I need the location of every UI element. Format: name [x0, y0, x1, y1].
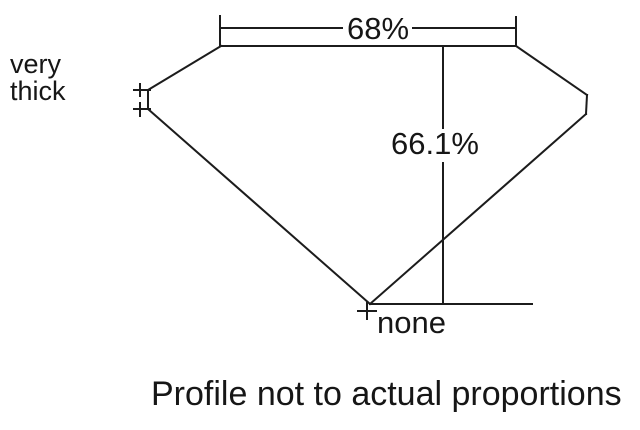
crown-right-line [514, 44, 589, 97]
pavilion-left-line [146, 107, 372, 306]
profile-lines [133, 15, 589, 320]
proportions-caption: Profile not to actual proportions [151, 375, 622, 413]
girdle-thickness-label: very thick [10, 51, 66, 105]
girdle-right-edge [584, 93, 589, 116]
crown-left-line [146, 44, 223, 92]
pavilion-right-line [368, 112, 588, 306]
depth-percentage-label: 66.1% [391, 126, 479, 161]
culet-size-label: none [377, 305, 446, 340]
table-percentage-label: 68% [346, 11, 410, 46]
girdle-thickness-label-line2: thick [10, 76, 66, 106]
girdle-thickness-label-line1: very [10, 49, 62, 79]
